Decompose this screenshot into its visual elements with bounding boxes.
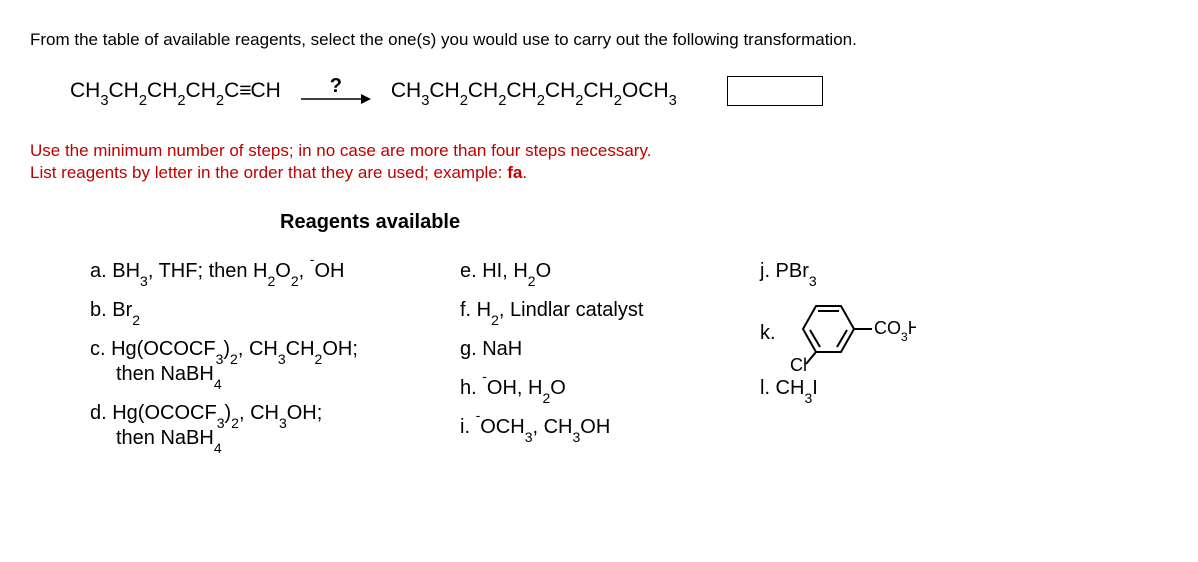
reagents-table: a. BH3, THF; then H2O2, -OH b. Br2 c. Hg… bbox=[30, 259, 1168, 465]
instruction-line-1: Use the minimum number of steps; in no c… bbox=[30, 141, 1168, 161]
svg-text:Cl: Cl bbox=[790, 355, 807, 372]
reagent-c: c. Hg(OCOCF3)2, CH3CH2OH; then NaBH4 bbox=[90, 337, 460, 387]
reagent-b: b. Br2 bbox=[90, 298, 460, 323]
reagent-h: h. -OH, H2O bbox=[460, 376, 760, 401]
answer-input[interactable] bbox=[727, 76, 823, 106]
reaction-arrow: ? bbox=[301, 75, 371, 106]
reagent-a: a. BH3, THF; then H2O2, -OH bbox=[90, 259, 460, 284]
reagents-heading: Reagents available bbox=[30, 211, 1168, 234]
reagent-j: j. PBr3 bbox=[760, 259, 1020, 284]
instruction-line-2: List reagents by letter in the order tha… bbox=[30, 163, 1168, 183]
reagent-k-label: k. bbox=[760, 321, 776, 346]
instruction-2-prefix: List reagents by letter in the order tha… bbox=[30, 163, 507, 182]
reaction-scheme: CH3CH2CH2CH2C≡CH ? CH3CH2CH2CH2CH2CH2OCH… bbox=[30, 75, 1168, 106]
reagent-f: f. H2, Lindlar catalyst bbox=[460, 298, 760, 323]
starting-material: CH3CH2CH2CH2C≡CH bbox=[70, 79, 281, 103]
reagents-col-1: a. BH3, THF; then H2O2, -OH b. Br2 c. Hg… bbox=[90, 259, 460, 465]
instruction-2-example: fa bbox=[507, 163, 522, 182]
product: CH3CH2CH2CH2CH2CH2OCH3 bbox=[391, 79, 677, 103]
instruction-2-suffix: . bbox=[522, 163, 527, 182]
reagent-e: e. HI, H2O bbox=[460, 259, 760, 284]
reagents-col-3: j. PBr3 k. CO3H Cl l. CH3I bbox=[760, 259, 1020, 465]
reagents-col-2: e. HI, H2O f. H2, Lindlar catalyst g. Na… bbox=[460, 259, 760, 465]
question-text: From the table of available reagents, se… bbox=[30, 30, 1168, 50]
reagent-k: k. CO3H Cl bbox=[760, 294, 1020, 372]
reagent-i: i. -OCH3, CH3OH bbox=[460, 415, 760, 440]
benzene-ring-icon: CO3H Cl bbox=[786, 294, 916, 372]
svg-text:CO3H: CO3H bbox=[874, 318, 916, 344]
reagent-l: l. CH3I bbox=[760, 376, 1020, 401]
reagent-d: d. Hg(OCOCF3)2, CH3OH; then NaBH4 bbox=[90, 401, 460, 451]
reagent-g: g. NaH bbox=[460, 337, 760, 362]
